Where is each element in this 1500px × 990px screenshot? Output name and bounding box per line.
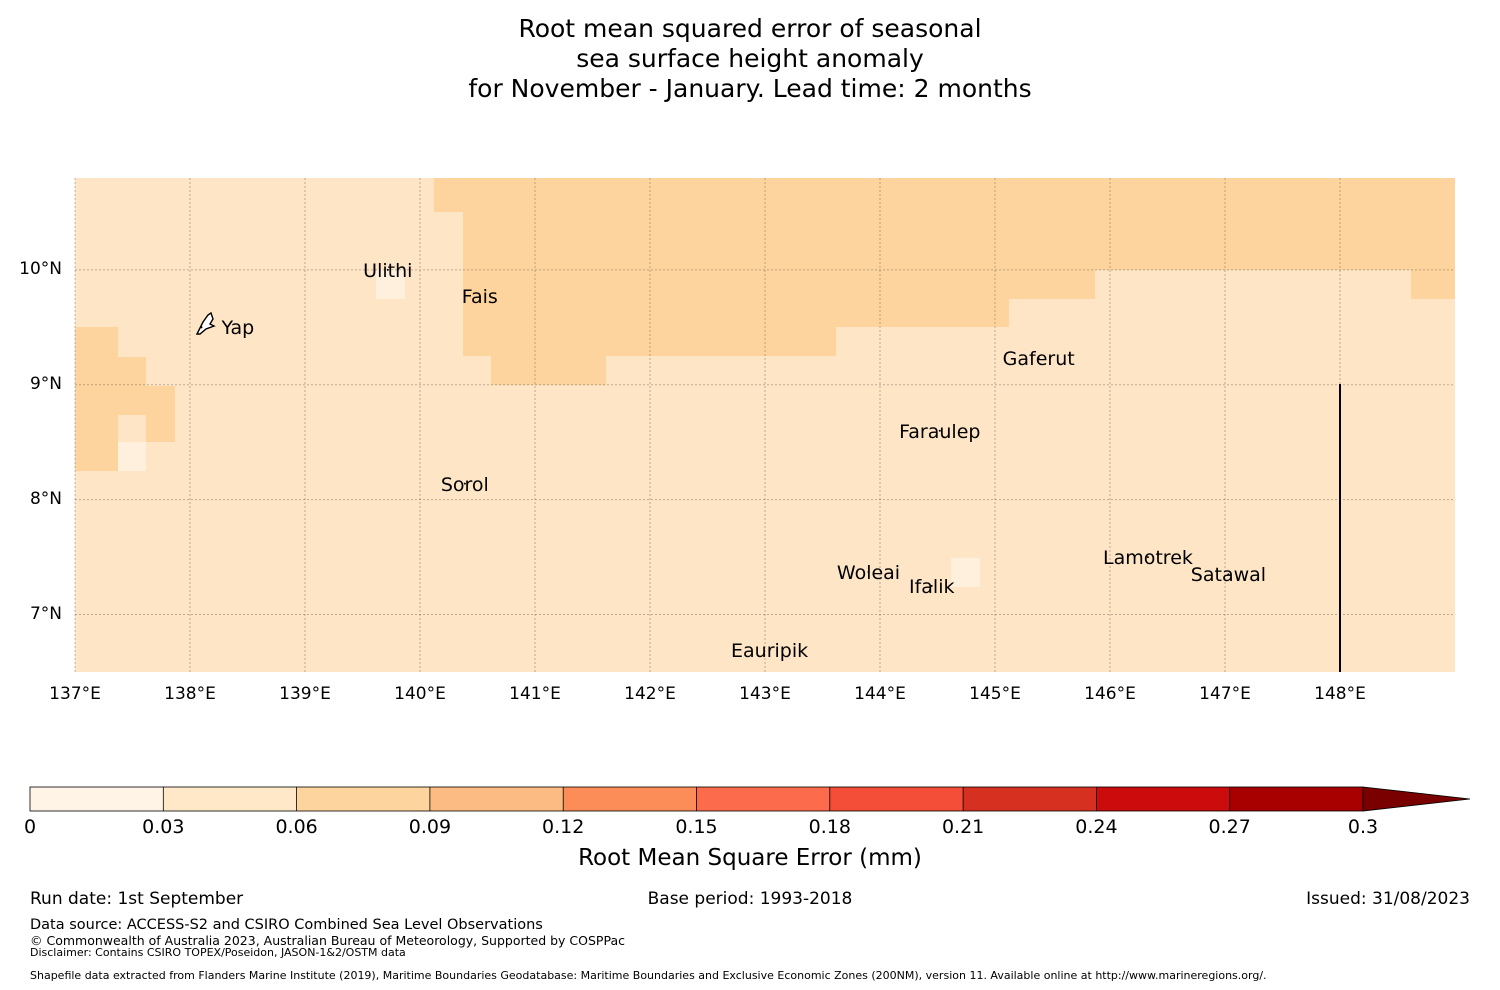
colorbar-segment: [1229, 787, 1364, 811]
colorbar-tick-label: 0.09: [408, 816, 452, 838]
colorbar-segment: [696, 787, 831, 811]
lon-tick-label: 137°E: [49, 684, 101, 704]
colorbar-segment: [829, 787, 964, 811]
title-line-2: sea surface height anomaly: [576, 44, 924, 73]
place-label: Ifalik: [909, 575, 955, 598]
colorbar-segment: [296, 787, 431, 811]
colorbar-segment: [1096, 787, 1231, 811]
island-dot: [478, 295, 481, 298]
lon-tick-label: 147°E: [1199, 684, 1251, 704]
lon-tick-label: 142°E: [624, 684, 676, 704]
colorbar: [29, 786, 1471, 812]
place-label: Yap: [221, 317, 255, 340]
place-label: Satawal: [1190, 564, 1267, 587]
title-line-1: Root mean squared error of seasonal: [518, 14, 982, 43]
colorbar-tick-label: 0.15: [675, 816, 718, 838]
island-dot: [768, 649, 771, 652]
island-dot: [1037, 357, 1040, 360]
lon-tick-label: 148°E: [1314, 684, 1366, 704]
place-label: Woleai: [836, 562, 901, 585]
lat-tick-label: 10°N: [19, 258, 62, 279]
graticule: [74, 178, 1455, 672]
rmse-cell-low: [118, 442, 146, 471]
lon-tick-label: 145°E: [969, 684, 1021, 704]
lon-tick-label: 139°E: [279, 684, 331, 704]
colorbar-tick-label: 0.03: [142, 816, 185, 838]
lat-tick-label: 7°N: [29, 603, 62, 624]
colorbar-label: Root Mean Square Error (mm): [578, 845, 922, 871]
lon-tick-label: 143°E: [739, 684, 791, 704]
colorbar-segment: [429, 787, 564, 811]
lon-tick-label: 144°E: [854, 684, 906, 704]
island-dot: [930, 584, 933, 587]
place-label: Fais: [461, 286, 498, 309]
colorbar-segment: [163, 787, 298, 811]
colorbar-extend-arrow: [1362, 786, 1471, 812]
rmse-cell-low: [951, 558, 980, 587]
island-dot: [1146, 556, 1149, 559]
title-line-3: for November - January. Lead time: 2 mon…: [468, 74, 1032, 103]
place-label: Lamotrek: [1102, 547, 1193, 570]
lat-tick-label: 8°N: [29, 488, 62, 509]
island-dot: [1227, 573, 1230, 576]
colorbar-tick-label: 0: [23, 816, 37, 838]
issued-date: Issued: 31/08/2023: [1306, 889, 1470, 909]
place-label: Sorol: [440, 473, 489, 496]
rmse-cell-low: [376, 270, 405, 299]
lon-tick-label: 138°E: [164, 684, 216, 704]
rmse-region-west: [75, 327, 175, 471]
lon-tick-label: 140°E: [394, 684, 446, 704]
lon-tick-label: 141°E: [509, 684, 561, 704]
shapefile-credit: Shapefile data extracted from Flanders M…: [30, 969, 1267, 982]
data-source: Data source: ACCESS-S2 and CSIRO Combine…: [30, 917, 543, 933]
island-dot: [463, 482, 466, 485]
place-label: Gaferut: [1002, 348, 1075, 371]
place-label: Faraulep: [899, 420, 981, 443]
island-dot: [386, 268, 389, 271]
rmse-region-high: [434, 178, 1455, 385]
base-period: Base period: 1993-2018: [647, 889, 853, 909]
colorbar-segment: [963, 787, 1097, 811]
colorbar-tick-label: 0.06: [275, 816, 318, 838]
colorbar-tick-label: 0.3: [1347, 816, 1379, 838]
place-label: Eauripik: [731, 640, 809, 663]
island-dot: [200, 326, 203, 329]
colorbar-segment: [563, 787, 697, 811]
island-dot: [938, 429, 941, 432]
colorbar-tick-label: 0.21: [941, 816, 985, 838]
place-label: Ulithi: [363, 259, 413, 282]
island-dot: [867, 571, 870, 574]
lon-tick-label: 146°E: [1084, 684, 1136, 704]
colorbar-tick-label: 0.12: [542, 816, 585, 838]
chart-title: Root mean squared error of seasonal sea …: [0, 14, 1500, 104]
yap-island-icon: [195, 311, 216, 335]
copyright: © Commonwealth of Australia 2023, Austra…: [30, 933, 625, 948]
colorbar-tick-label: 0.18: [808, 816, 851, 838]
island-markers: [200, 268, 1230, 652]
colorbar-tick-label: 0.27: [1208, 816, 1251, 838]
lat-tick-label: 9°N: [29, 373, 62, 394]
disclaimer: Disclaimer: Contains CSIRO TOPEX/Poseido…: [30, 946, 406, 959]
colorbar-segment: [30, 787, 164, 811]
run-date: Run date: 1st September: [30, 889, 244, 909]
colorbar-tick-label: 0.24: [1075, 816, 1118, 838]
